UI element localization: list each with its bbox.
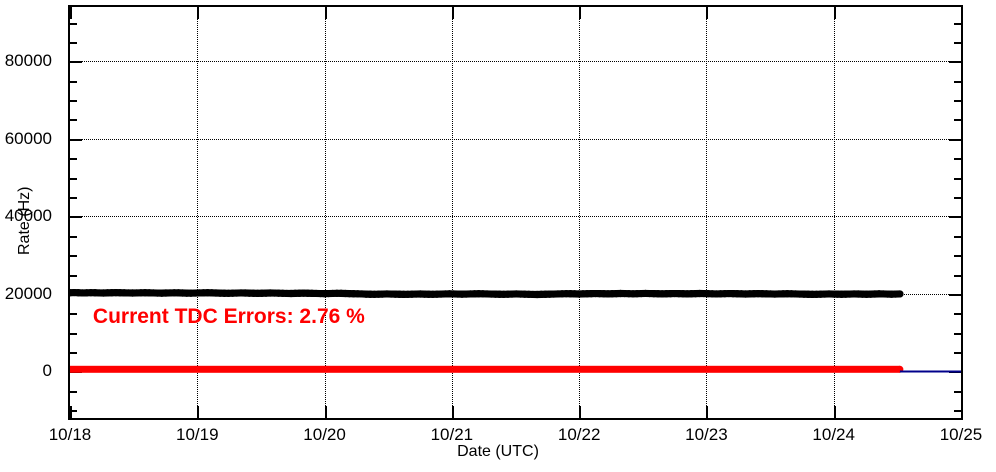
gridline-horizontal	[70, 216, 961, 218]
gridline-horizontal	[70, 138, 961, 140]
y-axis-minor-tick	[70, 196, 77, 199]
y-axis-minor-tick	[70, 119, 77, 122]
y-axis-minor-tick	[954, 313, 961, 316]
y-axis-major-tick	[949, 61, 961, 64]
y-axis-minor-tick	[70, 390, 77, 393]
y-axis-minor-tick	[954, 332, 961, 335]
y-axis-minor-tick	[954, 255, 961, 258]
y-axis-tick-label: 60000	[4, 128, 52, 148]
x-axis-major-tick	[706, 406, 709, 418]
y-axis-major-tick	[949, 293, 961, 296]
x-axis-major-tick	[961, 406, 963, 418]
x-axis-major-tick	[833, 7, 836, 19]
x-axis-major-tick	[961, 7, 963, 19]
y-axis-minor-tick	[954, 41, 961, 44]
x-axis-major-tick	[579, 406, 582, 418]
x-axis-title: Date (UTC)	[0, 443, 996, 461]
y-axis-minor-tick	[954, 274, 961, 277]
y-axis-minor-tick	[70, 80, 77, 83]
y-axis-title: Rate (Hz)	[16, 186, 34, 256]
y-axis-minor-tick	[70, 313, 77, 316]
tdc-error-annotation: Current TDC Errors: 2.76 %	[92, 305, 365, 329]
x-axis-major-tick	[451, 7, 454, 19]
y-axis-minor-tick	[70, 410, 77, 413]
y-axis-minor-tick	[954, 80, 961, 83]
x-axis-major-tick	[70, 7, 72, 19]
y-axis-minor-tick	[954, 22, 961, 25]
y-axis-minor-tick	[70, 255, 77, 258]
x-axis-major-tick	[451, 406, 454, 418]
y-axis-major-tick	[949, 371, 961, 374]
x-axis-tick-label: 10/21	[430, 425, 474, 444]
x-axis-major-tick	[197, 406, 200, 418]
x-axis-major-tick	[324, 406, 327, 418]
y-axis-minor-tick	[954, 196, 961, 199]
gridline-horizontal	[70, 371, 961, 373]
y-axis-tick-label: 20000	[4, 283, 52, 303]
plot-frame: Current TDC Errors: 2.76 %	[68, 5, 963, 420]
y-axis-major-tick	[70, 371, 82, 374]
x-axis-tick-label: 10/22	[557, 425, 601, 444]
gridline-vertical	[706, 7, 708, 418]
y-axis-minor-tick	[954, 352, 961, 355]
y-axis-tick-label: 0	[42, 361, 52, 381]
y-axis-minor-tick	[954, 119, 961, 122]
y-axis-minor-tick	[954, 390, 961, 393]
gridline-vertical	[833, 7, 835, 418]
gridline-horizontal	[70, 293, 961, 295]
y-axis-major-tick	[70, 138, 82, 141]
x-axis-tick-label: 10/23	[685, 425, 728, 444]
y-axis-major-tick	[70, 216, 82, 219]
x-axis-tick-label: 10/24	[812, 425, 855, 444]
x-axis-tick-label: 10/25	[939, 425, 983, 444]
x-axis-major-tick	[706, 7, 709, 19]
y-axis-minor-tick	[70, 235, 77, 238]
y-axis-tick-label: 40000	[4, 206, 52, 226]
y-axis-minor-tick	[70, 22, 77, 25]
x-axis-major-tick	[70, 406, 72, 418]
y-axis-title-text: Rate (Hz)	[16, 186, 33, 256]
y-axis-major-tick	[949, 138, 961, 141]
y-axis-minor-tick	[954, 177, 961, 180]
x-axis-major-tick	[579, 7, 582, 19]
x-axis-title-text: Date (UTC)	[457, 443, 539, 460]
x-axis-tick-label: 10/18	[48, 425, 92, 444]
y-axis-minor-tick	[70, 158, 77, 161]
x-axis-tick-label: 10/20	[303, 425, 346, 444]
x-axis-major-tick	[197, 7, 200, 19]
y-axis-minor-tick	[70, 41, 77, 44]
y-axis-minor-tick	[954, 235, 961, 238]
gridline-vertical	[579, 7, 581, 418]
gridline-horizontal	[70, 61, 961, 63]
y-axis-tick-label: 80000	[4, 51, 52, 71]
y-axis-minor-tick	[70, 100, 77, 103]
y-axis-minor-tick	[954, 100, 961, 103]
y-axis-minor-tick	[70, 352, 77, 355]
y-axis-minor-tick	[70, 177, 77, 180]
gridline-vertical	[451, 7, 453, 418]
y-axis-major-tick	[70, 293, 82, 296]
y-axis-minor-tick	[954, 410, 961, 413]
gridline-vertical	[197, 7, 199, 418]
y-axis-minor-tick	[70, 274, 77, 277]
y-axis-minor-tick	[954, 158, 961, 161]
gridline-vertical	[324, 7, 326, 418]
grid-lines	[70, 7, 961, 418]
x-axis-major-tick	[833, 406, 836, 418]
y-axis-major-tick	[949, 216, 961, 219]
x-axis-major-tick	[324, 7, 327, 19]
y-axis-minor-tick	[70, 332, 77, 335]
x-axis-tick-label: 10/19	[176, 425, 219, 444]
y-axis-major-tick	[70, 61, 82, 64]
